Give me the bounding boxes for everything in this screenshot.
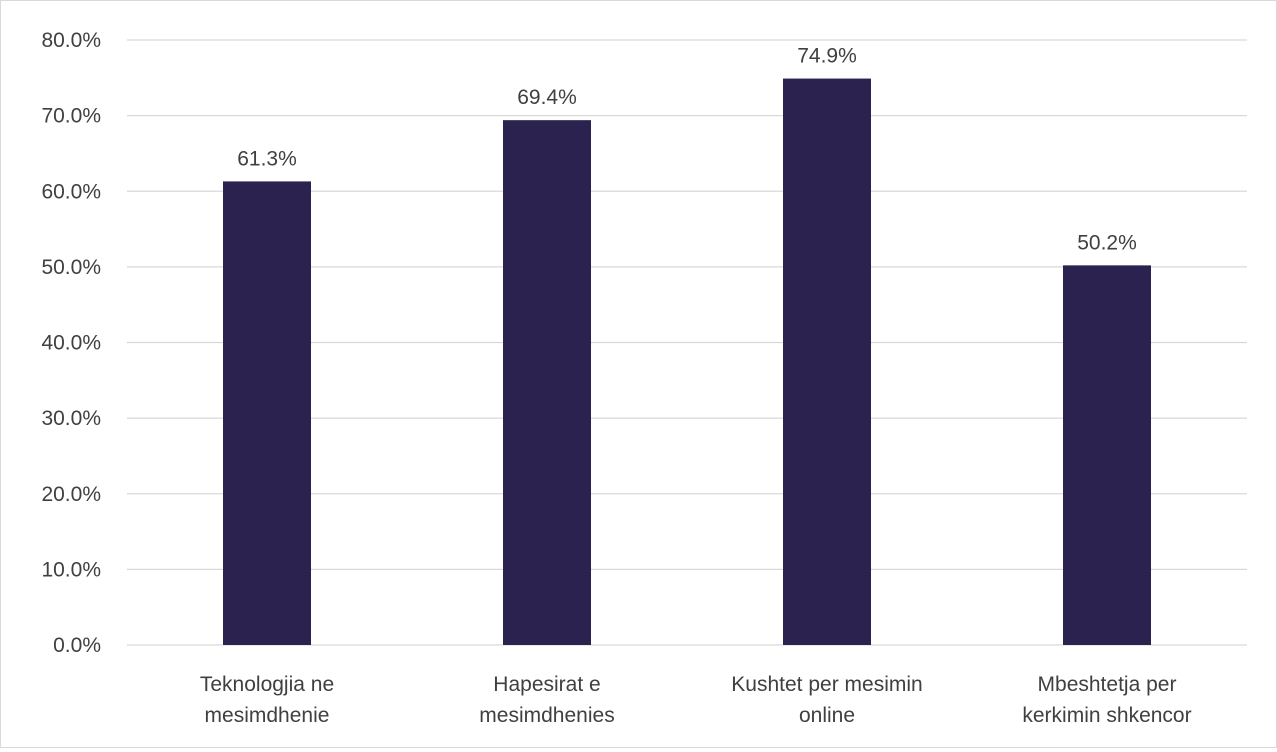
y-tick-label: 50.0% (41, 256, 101, 279)
bar (1063, 265, 1151, 645)
y-tick-label: 80.0% (41, 29, 101, 52)
gridlines (127, 39, 1247, 646)
y-tick-label: 0.0% (53, 634, 101, 657)
y-tick-label: 40.0% (41, 332, 101, 355)
category-label: Teknologjia ne (200, 673, 334, 696)
data-label: 69.4% (517, 86, 577, 109)
category-label: Mbeshtetja per (1038, 673, 1177, 696)
y-tick-label: 70.0% (41, 105, 101, 128)
bars (223, 78, 1151, 646)
y-tick-label: 60.0% (41, 180, 101, 203)
data-labels: 61.3% 69.4% 74.9% 50.2% (237, 45, 1137, 255)
category-label: kerkimin shkencor (1022, 704, 1191, 727)
data-label: 74.9% (797, 45, 857, 68)
y-tick-label: 20.0% (41, 483, 101, 506)
data-label: 50.2% (1077, 231, 1137, 254)
bar (503, 120, 591, 646)
data-label: 61.3% (237, 147, 297, 170)
y-tick-label: 30.0% (41, 407, 101, 430)
category-label: Kushtet per mesimin (731, 673, 922, 696)
bar (223, 181, 311, 645)
y-axis-tick-labels: 0.0% 10.0% 20.0% 30.0% 40.0% 50.0% 60.0% 70.0% 8… (41, 29, 101, 657)
category-label: mesimdhenies (479, 704, 614, 727)
category-label: Hapesirat e (493, 673, 600, 696)
category-label: online (799, 704, 855, 727)
y-tick-label: 10.0% (41, 558, 101, 581)
category-label: mesimdhenie (205, 704, 330, 727)
x-axis-category-labels: Teknologjia ne mesimdhenie Hapesirat e mesi… (200, 673, 1192, 727)
bar (783, 78, 871, 646)
